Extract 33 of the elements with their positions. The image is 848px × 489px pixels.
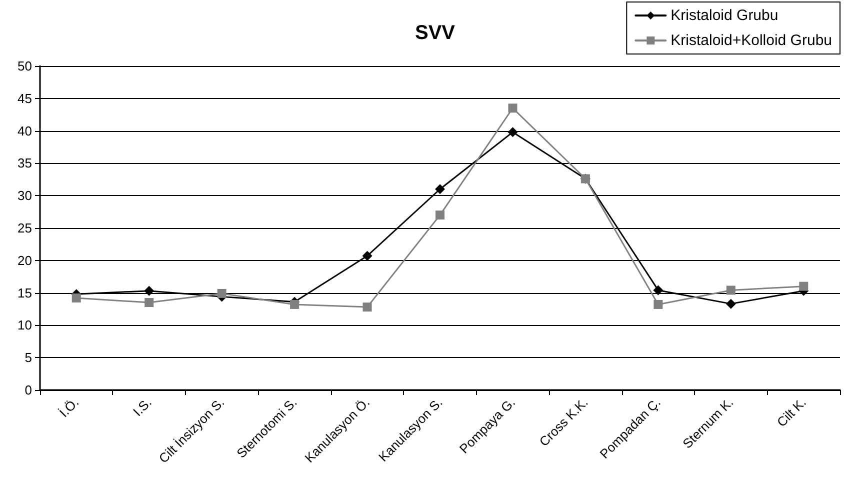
point [654,300,663,309]
y-tick-label: 0 [24,382,32,398]
x-tick-label: Cilt K. [774,394,809,430]
y-tick-label: 40 [18,123,32,138]
y-tick-label: 20 [18,252,32,268]
legend-label: Kristaloid Grubu [670,7,778,24]
point [362,250,372,261]
point [799,282,808,291]
x-tick-label: İ.Ö. [56,394,82,420]
point [653,285,664,296]
point [508,127,518,138]
point [726,298,736,309]
legend-label: Kristaloid+Kolloid Grubu [670,32,832,49]
y-tick-label: 25 [18,220,32,236]
point [144,298,154,308]
point [362,302,372,312]
point [290,300,300,309]
y-tick-label: 10 [18,318,32,333]
point [436,210,444,220]
x-tick-label: I.S. [130,394,154,420]
point [435,184,445,194]
y-tick-label: 15 [18,285,32,300]
point [217,288,226,298]
y-tick-label: 45 [18,90,32,106]
y-tick-label: 50 [18,58,32,74]
point [508,104,518,113]
point [72,293,81,302]
y-tick-label: 30 [18,188,32,204]
chart-title: SVV [414,22,456,44]
point [144,286,154,296]
point [726,286,736,295]
y-tick-label: 5 [24,350,32,366]
y-tick-label: 35 [18,156,32,171]
